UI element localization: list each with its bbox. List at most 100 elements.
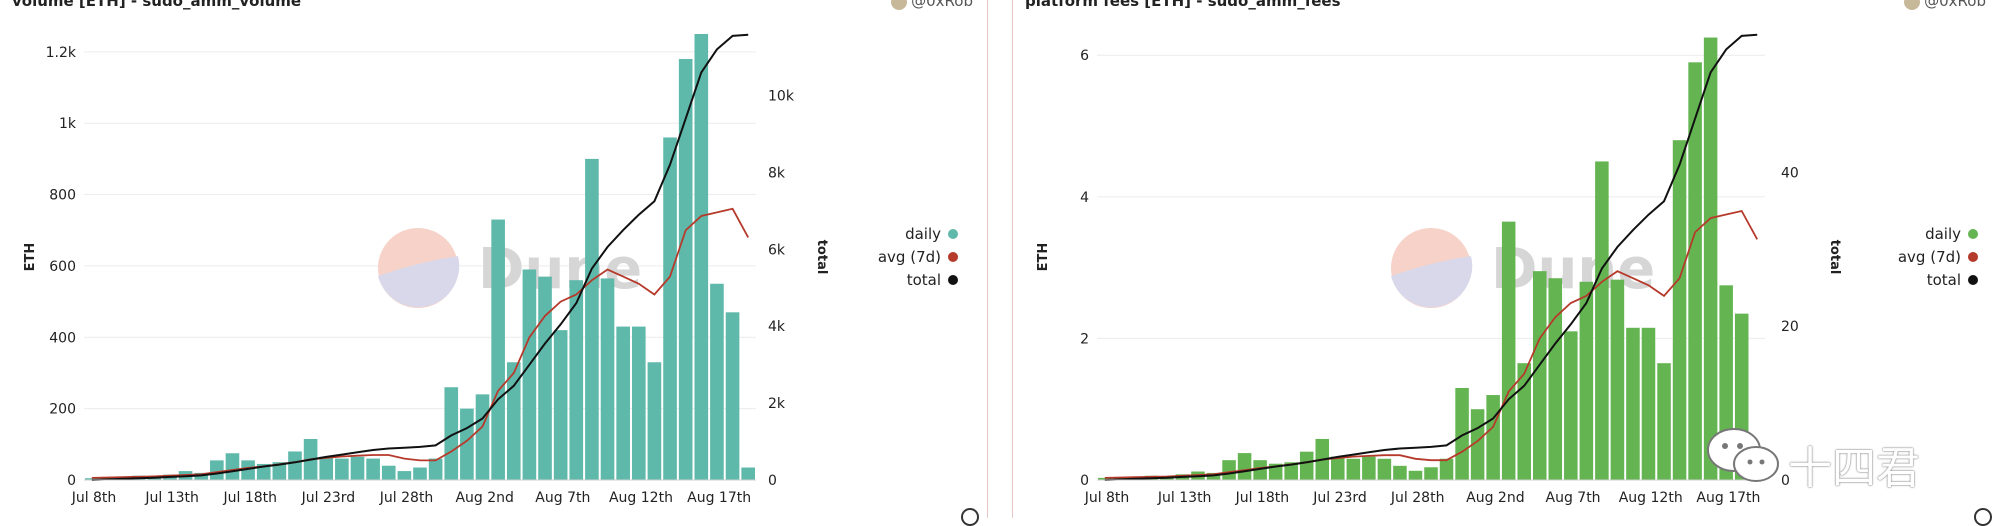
x-tick-label: Aug 2nd [455,490,513,506]
y-axis-title: ETH [1036,243,1051,272]
panel-title: platform fees [ETH] - sudo_amm_fees [1025,0,1341,10]
bar [1610,279,1625,480]
y2-tick-label: 8k [768,165,786,181]
panel-title: volume [ETH] - sudo_amm_volume [12,0,302,10]
panel-author[interactable]: @0xRob [891,0,973,10]
bar [225,453,240,480]
x-tick-label: Jul 28th [379,490,434,506]
legend-daily: daily [1925,225,1978,243]
bar [1501,221,1516,480]
y2-axis-title: total [814,240,829,275]
volume-chart: 0 200 400 600 800 1k 1.2k 0 2k 4k 6k 8k 10k Dune Jul 8… [23,33,958,506]
bar [1657,363,1671,480]
dune-logo-shade [1391,256,1473,308]
y2-tick-label: 2k [768,396,786,412]
bar [1284,462,1298,480]
bar [335,458,349,480]
bar [1688,62,1702,481]
avg-7d-line [1104,209,1758,479]
bar [1641,327,1656,480]
y-tick-label: 4 [1080,190,1089,206]
legend-swatch [948,229,958,239]
bar [678,58,693,480]
bar [1393,465,1407,480]
bar [1439,458,1454,480]
y-tick-label: 2 [1080,331,1089,347]
bar [741,467,755,480]
panel-author[interactable]: @0xRob [1904,0,1986,10]
chart-panel-volume: volume [ETH] - sudo_amm_volume @0xRob 0 2… [0,0,988,526]
x-tick-label: Aug 7th [535,490,590,506]
bar [444,387,459,480]
bar [553,330,568,480]
bar [1626,327,1640,480]
bar [1455,387,1469,480]
bar [397,471,412,480]
y-tick-label: 600 [49,259,76,275]
x-tick-label: Jul 8th [1084,490,1130,506]
bar [631,326,646,480]
bar [522,269,537,480]
x-tick-label: Jul 28th [1390,490,1445,506]
bar [1672,140,1687,480]
bar [1206,472,1221,480]
info-icon[interactable] [961,508,979,526]
y-tick-label: 200 [49,402,76,418]
bar [506,362,521,480]
y2-tick-label: 0 [1781,473,1790,489]
x-tick-label: Jul 23rd [301,490,356,506]
legend-label: total [907,271,941,289]
dune-watermark: Dune [1391,228,1655,308]
legend-label: daily [1925,225,1961,243]
bar [569,280,584,480]
y-tick-label: 0 [67,473,76,489]
bar [663,137,677,481]
legend-total: total [907,271,958,289]
x-tick-label: Jul 23rd [1312,490,1367,506]
bar [585,158,599,480]
x-tick-label: Aug 17th [1696,490,1760,506]
bar [1331,456,1345,480]
total-line [1104,33,1758,481]
y-tick-label: 400 [49,330,76,346]
y2-tick-label: 40 [1781,165,1799,181]
legend-avg-7d: avg (7d) [878,248,958,266]
y2-tick-label: 6k [768,242,786,258]
bar [725,312,740,480]
legend-daily: daily [905,225,958,243]
legend-label: total [1927,271,1961,289]
bar [381,465,396,480]
watermark-text: Dune [1491,237,1655,302]
bar [194,472,209,480]
bar [1222,460,1236,480]
bar [210,460,224,480]
legend-swatch [1968,275,1978,285]
bar [491,219,505,480]
y2-tick-label: 0 [768,473,777,489]
bar [1703,37,1718,481]
wechat-icon [1707,428,1779,482]
info-icon[interactable] [1974,508,1992,526]
bar [1346,458,1361,480]
x-tick-label: Aug 17th [687,490,751,506]
bar [710,283,724,480]
bar [1564,331,1578,480]
y-tick-label: 1.2k [46,45,77,61]
dune-watermark: Dune [378,228,642,308]
avatar [1904,0,1921,10]
y-tick-label: 800 [49,188,76,204]
bar [272,462,287,480]
legend-label: avg (7d) [1898,248,1961,266]
bar [1237,453,1252,480]
wechat-watermark: 十四君 [1700,420,1940,494]
bar [1424,467,1438,480]
bar [694,34,709,480]
y2-tick-label: 20 [1781,319,1799,335]
bar [1408,470,1423,480]
legend-label: avg (7d) [878,248,941,266]
bar [1579,281,1594,480]
x-tick-label: Aug 12th [609,490,673,506]
bar [616,326,630,480]
legend-swatch [948,252,958,262]
avatar [891,0,908,10]
